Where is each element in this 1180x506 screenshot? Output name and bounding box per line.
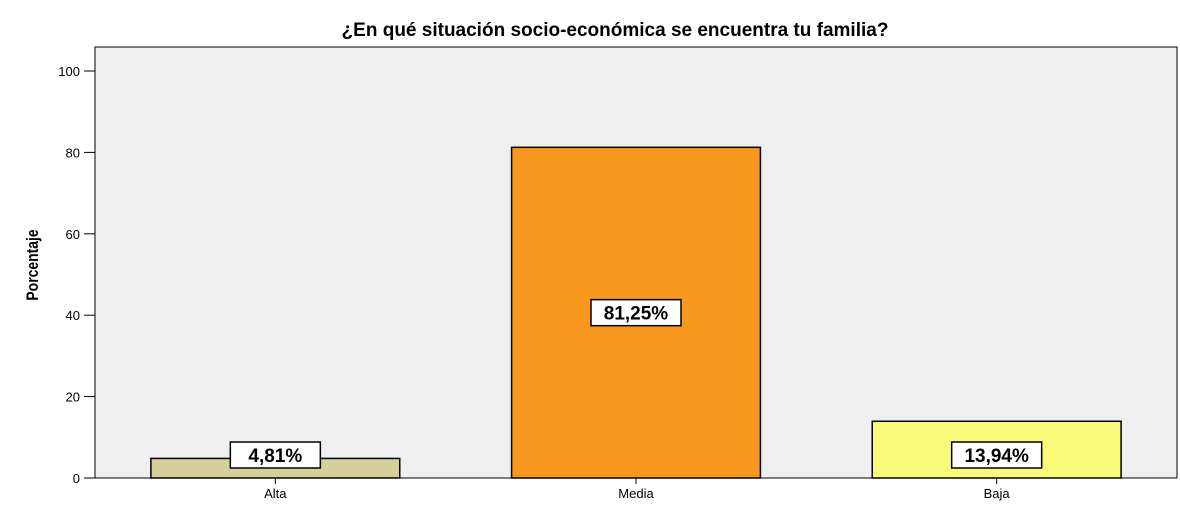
data-label-alta: 4,81% <box>229 441 322 469</box>
x-tick-label: Alta <box>264 486 287 501</box>
y-axis-label: Porcentaje <box>24 229 43 301</box>
x-tick-label: Media <box>618 486 654 501</box>
data-label-text: 13,94% <box>964 446 1029 467</box>
data-label-baja: 13,94% <box>950 441 1043 469</box>
data-label-text: 4,81% <box>248 446 302 467</box>
y-tick-label: 80 <box>66 145 80 160</box>
y-tick-label: 0 <box>73 471 80 486</box>
y-tick-label: 40 <box>66 308 80 323</box>
x-axis: Alta Media Baja <box>264 478 1010 501</box>
x-tick-label: Baja <box>984 486 1011 501</box>
data-label-media: 81,25% <box>590 298 682 327</box>
data-label-box <box>590 298 682 327</box>
data-label-box <box>229 441 322 469</box>
chart-title: ¿En qué situación socio-económica se enc… <box>342 20 889 41</box>
y-axis: 0 20 40 60 80 100 <box>58 64 95 486</box>
y-tick-label: 100 <box>58 64 80 79</box>
data-label-text: 81,25% <box>604 304 669 325</box>
y-tick-label: 60 <box>66 227 80 242</box>
y-tick-label: 20 <box>66 390 80 405</box>
bars-group: 4,81% 81,25% 13,94% <box>150 146 1122 479</box>
data-label-box <box>950 441 1043 469</box>
